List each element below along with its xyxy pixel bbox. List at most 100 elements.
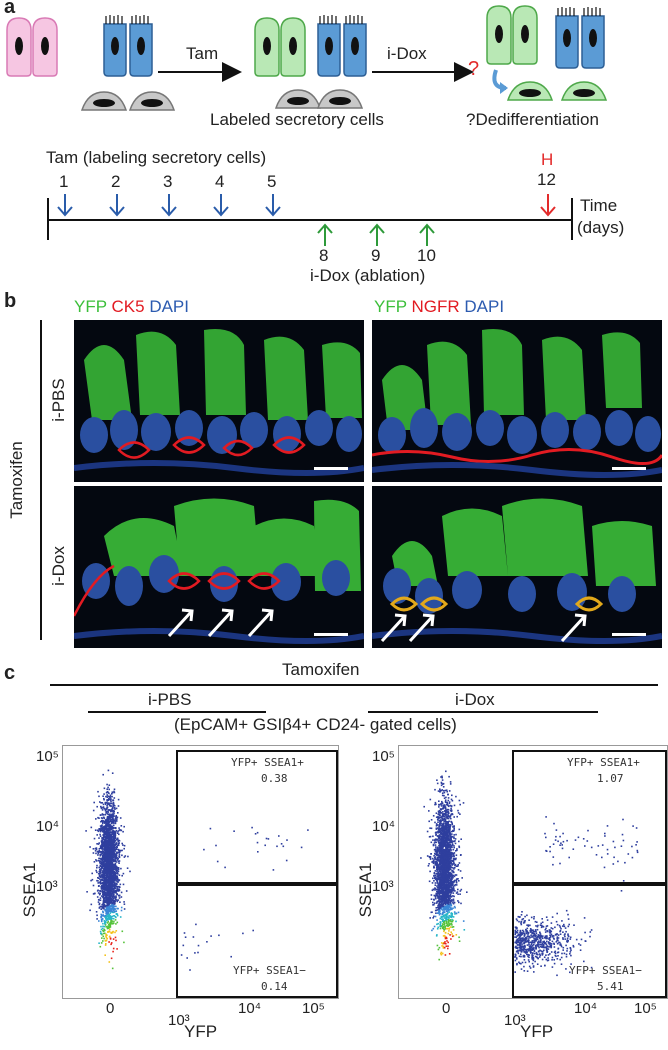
event-dot — [278, 835, 280, 837]
event-dot — [107, 786, 109, 789]
event-dot — [99, 860, 101, 862]
event-dot — [453, 828, 455, 830]
event-dot — [107, 820, 110, 822]
event-dot — [449, 882, 452, 884]
event-dot — [99, 833, 101, 836]
event-dot — [437, 790, 440, 792]
event-dot — [440, 902, 443, 905]
event-dot — [442, 860, 445, 862]
event-dot — [452, 916, 455, 918]
event-dot — [106, 808, 108, 810]
event-dot — [108, 923, 110, 926]
event-dot — [438, 806, 440, 808]
event-dot — [452, 926, 455, 928]
event-dot — [102, 873, 104, 876]
group-label-ipbs: i-PBS — [148, 690, 192, 709]
event-dot — [441, 904, 443, 906]
event-dot — [100, 802, 102, 804]
event-dot — [455, 865, 458, 867]
event-dot — [447, 896, 450, 899]
event-dot — [99, 930, 102, 933]
event-dot — [109, 917, 112, 920]
event-dot — [102, 881, 105, 884]
event-dot — [441, 920, 444, 923]
event-dot — [435, 834, 437, 836]
event-dot — [434, 876, 436, 879]
event-dot — [114, 882, 116, 884]
event-dot — [110, 859, 112, 862]
event-dot — [437, 876, 439, 879]
event-dot — [276, 845, 278, 848]
event-dot — [441, 906, 444, 908]
event-dot — [450, 904, 453, 907]
event-dot — [447, 851, 449, 853]
event-dot — [443, 884, 445, 886]
event-dot — [100, 827, 102, 829]
event-dot — [115, 852, 118, 855]
event-dot — [96, 918, 98, 920]
event-dot — [448, 875, 451, 878]
event-dot — [113, 868, 115, 870]
event-dot — [95, 852, 97, 855]
event-dot — [96, 890, 99, 892]
event-dot — [445, 901, 448, 903]
event-dot — [113, 836, 115, 839]
event-dot — [101, 802, 104, 804]
event-dot — [444, 896, 446, 898]
event-dot — [106, 885, 108, 887]
event-dot — [106, 865, 109, 867]
event-dot — [102, 803, 105, 806]
event-dot — [96, 829, 99, 832]
event-dot — [104, 826, 107, 829]
event-dot — [109, 845, 112, 848]
event-dot — [98, 920, 100, 922]
event-dot — [114, 808, 116, 810]
event-dot — [436, 858, 438, 861]
event-dot — [109, 876, 112, 878]
divider — [368, 711, 598, 713]
event-dot — [107, 824, 109, 827]
event-dot — [110, 847, 112, 850]
divider — [88, 711, 266, 713]
tam-day-4: 4 — [215, 172, 225, 191]
event-dot — [282, 845, 285, 848]
event-dot — [110, 893, 113, 896]
event-dot — [101, 854, 104, 857]
gate-value: 0.14 — [261, 980, 288, 993]
event-dot — [443, 813, 445, 815]
event-dot — [114, 931, 116, 934]
event-dot — [113, 788, 116, 791]
event-dot — [112, 922, 115, 924]
event-dot — [436, 902, 438, 904]
event-dot — [443, 908, 445, 910]
event-dot — [104, 810, 107, 812]
event-dot — [120, 825, 123, 827]
event-dot — [443, 854, 445, 857]
event-dot — [109, 836, 111, 839]
event-dot — [111, 888, 114, 890]
event-dot — [105, 936, 108, 939]
event-dot — [113, 897, 115, 900]
event-dot — [286, 839, 288, 841]
event-dot — [114, 833, 116, 835]
event-dot — [106, 854, 109, 857]
event-dot — [118, 856, 121, 859]
event-dot — [103, 886, 106, 889]
event-dot — [116, 832, 119, 834]
event-dot — [106, 831, 109, 833]
event-dot — [442, 903, 444, 906]
event-dot — [448, 904, 451, 907]
event-dot — [437, 922, 439, 925]
event-dot — [442, 890, 445, 892]
event-dot — [436, 854, 439, 857]
event-dot — [435, 877, 438, 880]
event-dot — [442, 832, 445, 834]
event-dot — [109, 863, 111, 865]
event-dot — [450, 856, 452, 859]
event-dot — [104, 909, 106, 912]
event-dot — [111, 850, 114, 853]
event-dot — [108, 836, 110, 838]
event-dot — [450, 846, 453, 848]
event-dot — [100, 820, 103, 823]
event-dot — [111, 895, 114, 897]
